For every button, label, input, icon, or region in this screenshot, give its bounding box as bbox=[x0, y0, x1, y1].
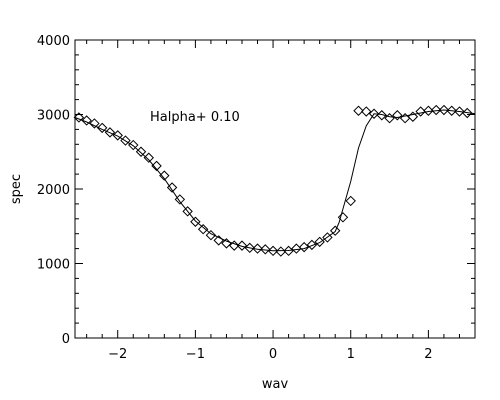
data-point bbox=[190, 216, 201, 227]
data-point bbox=[135, 146, 147, 157]
data-point bbox=[298, 241, 310, 253]
x-axis: −2 −1 0 1 2 bbox=[86, 40, 476, 362]
data-point bbox=[267, 245, 279, 257]
x-tick-label: 0 bbox=[269, 347, 277, 362]
y-axis: 0 1000 2000 3000 4000 bbox=[37, 34, 475, 347]
y-axis-label: spec bbox=[9, 174, 24, 204]
data-point bbox=[252, 243, 263, 254]
data-point bbox=[143, 152, 154, 163]
y-tick-label: 1000 bbox=[37, 258, 70, 273]
data-point bbox=[260, 244, 271, 255]
data-point bbox=[446, 105, 457, 116]
data-point bbox=[244, 242, 255, 254]
data-point bbox=[112, 130, 123, 141]
y-tick-label: 0 bbox=[62, 332, 70, 347]
x-tick-label: −1 bbox=[186, 347, 205, 362]
data-point bbox=[462, 107, 473, 119]
data-point bbox=[329, 225, 341, 236]
data-point bbox=[415, 106, 426, 117]
data-point bbox=[275, 246, 287, 257]
plot-frame bbox=[74, 39, 476, 339]
data-point bbox=[236, 240, 248, 251]
y-tick-label: 2000 bbox=[37, 183, 70, 198]
data-point bbox=[104, 127, 116, 138]
data-point bbox=[306, 239, 318, 251]
data-point bbox=[81, 115, 92, 126]
data-point bbox=[430, 104, 442, 116]
y-tick-label: 3000 bbox=[37, 109, 70, 124]
series-markers bbox=[73, 104, 473, 257]
y-tick-label: 4000 bbox=[37, 34, 70, 49]
data-point bbox=[283, 245, 294, 257]
data-point bbox=[322, 232, 333, 243]
chart-annotation: Halpha+ 0.10 bbox=[150, 110, 240, 125]
data-point bbox=[159, 170, 170, 181]
data-point bbox=[454, 106, 465, 117]
data-point bbox=[197, 224, 209, 235]
data-point bbox=[384, 113, 395, 124]
data-point bbox=[89, 118, 100, 129]
data-point bbox=[291, 243, 302, 254]
data-point bbox=[368, 108, 380, 119]
data-point bbox=[376, 110, 388, 121]
data-point bbox=[438, 104, 450, 116]
series-line-path bbox=[74, 109, 476, 252]
x-tick-label: −2 bbox=[108, 347, 127, 362]
data-point bbox=[213, 235, 224, 246]
data-point bbox=[314, 236, 325, 248]
data-point bbox=[407, 111, 419, 122]
data-point bbox=[128, 139, 139, 151]
data-point bbox=[221, 238, 232, 249]
data-point bbox=[353, 105, 364, 116]
data-point bbox=[392, 110, 403, 121]
data-point bbox=[174, 194, 186, 205]
data-point bbox=[229, 240, 240, 251]
data-point bbox=[96, 122, 108, 134]
data-point bbox=[120, 135, 131, 146]
data-point bbox=[361, 106, 372, 117]
data-point bbox=[205, 229, 217, 241]
series-line bbox=[74, 109, 476, 252]
x-tick-label: 2 bbox=[424, 347, 432, 362]
data-point bbox=[337, 212, 349, 223]
data-point bbox=[166, 182, 178, 193]
data-point bbox=[73, 112, 85, 123]
x-tick-label: 1 bbox=[347, 347, 355, 362]
data-point bbox=[423, 105, 434, 116]
data-point bbox=[151, 160, 162, 172]
data-point bbox=[345, 195, 356, 207]
x-axis-label: wav bbox=[262, 377, 289, 392]
data-point bbox=[182, 206, 193, 217]
